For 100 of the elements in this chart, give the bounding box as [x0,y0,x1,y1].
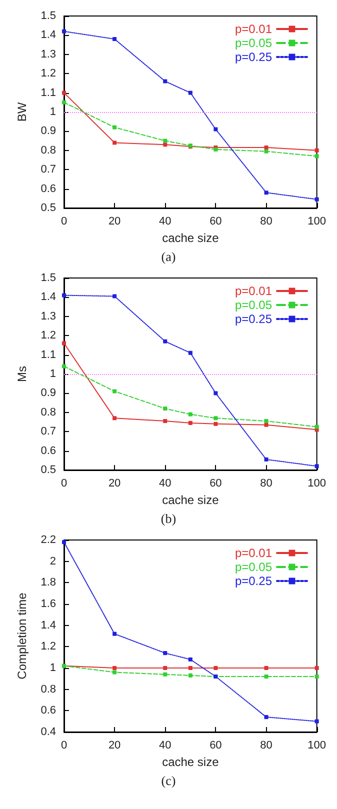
legend-label: p=0.05 [234,560,272,574]
x-tick-label: 60 [210,478,222,490]
point [188,412,192,416]
y-axis-title: BW [15,102,29,122]
point [163,339,168,344]
point [188,657,192,662]
point [188,90,192,95]
y-tick-label: 2 [50,555,56,568]
y-tick-label: 1.6 [40,598,56,610]
x-tick-label: 40 [159,478,172,490]
y-tick-label: 0.9 [40,387,56,400]
y-tick-label: 1.2 [40,640,56,653]
legend-label: p=0.01 [234,22,272,36]
y-tick-label: 1.3 [40,48,56,60]
point [62,341,66,346]
point [163,138,168,143]
point [314,424,319,429]
y-tick-label: 0.8 [40,406,56,418]
y-tick-label: 1.3 [40,310,56,322]
point [163,419,168,424]
x-tick-label: 80 [260,740,272,752]
point [314,666,319,670]
text: (b) [160,511,176,526]
point [62,293,66,298]
legend-label: p=0.05 [234,36,272,50]
x-tick-label: 80 [260,478,272,490]
point [112,140,117,145]
point [188,666,192,670]
point [163,406,168,411]
point [264,715,268,720]
y-tick-label: 1.4 [40,29,56,42]
point [112,294,117,298]
point [163,651,168,656]
x-tick-label: 20 [108,740,121,752]
x-tick-label: 20 [108,216,121,228]
y-tick-label: 1.1 [40,348,56,361]
y-tick-label: 1.5 [40,272,56,284]
point [264,457,268,462]
point [62,540,66,544]
point [264,146,268,150]
y-tick-label: 0.7 [40,164,56,176]
point [314,197,319,202]
legend-label: p=0.01 [234,284,272,298]
point [112,37,117,42]
legend-label: p=0.05 [234,298,272,312]
point [62,29,66,34]
point [264,190,268,195]
point [112,670,117,674]
x-tick-label: 0 [60,478,68,490]
y-tick-label: 1.4 [40,291,56,304]
x-tick-label: 20 [108,478,121,490]
y-tick-label: 0.6 [40,704,56,717]
y-tick-label: 0.5 [40,202,56,214]
point [112,416,117,420]
point [62,100,66,104]
y-tick-label: 1.2 [40,330,56,342]
point [214,391,218,396]
point [188,420,192,425]
point [314,154,319,158]
y-tick-label: 1 [50,106,56,118]
x-tick-label: 40 [159,740,172,752]
point [264,419,268,424]
y-tick-label: 0.5 [40,464,56,476]
point [112,125,117,130]
y-tick-label: 1 [50,368,56,380]
x-axis-title: cache size [162,493,220,507]
y-tick-label: 0.7 [40,426,56,438]
point [264,666,268,670]
x-tick-label: 100 [308,740,326,752]
x-tick-label: 40 [159,216,172,228]
point [188,673,192,678]
point [214,422,218,426]
point [163,666,168,670]
y-tick-label: 1 [50,662,56,674]
point [214,666,218,670]
y-tick-label: 0.6 [40,444,56,457]
x-tick-label: 60 [210,740,222,752]
y-tick-label: 1.2 [40,68,56,80]
x-tick-label: 100 [308,216,326,228]
text: (c) [161,773,176,788]
y-tick-label: 0.8 [40,683,56,696]
legend-label: p=0.01 [234,546,272,560]
x-tick-label: 0 [60,740,68,752]
y-tick-label: 1.8 [40,576,56,589]
point [264,674,268,679]
y-tick-label: 0.4 [40,726,56,738]
legend-label: p=0.25 [234,574,272,588]
y-tick-label: 0.9 [40,125,56,138]
y-tick-label: 1.1 [40,86,56,99]
y-axis-title: Completion time [15,592,29,680]
x-axis-title: cache size [162,231,220,245]
point [214,416,218,420]
x-tick-label: 80 [260,216,272,228]
point [264,149,268,154]
point [214,127,218,132]
x-tick-label: 60 [210,216,222,228]
legend-label: p=0.25 [234,50,272,64]
y-tick-label: 0.6 [40,182,56,195]
x-tick-label: 0 [60,216,68,228]
point [188,350,192,355]
